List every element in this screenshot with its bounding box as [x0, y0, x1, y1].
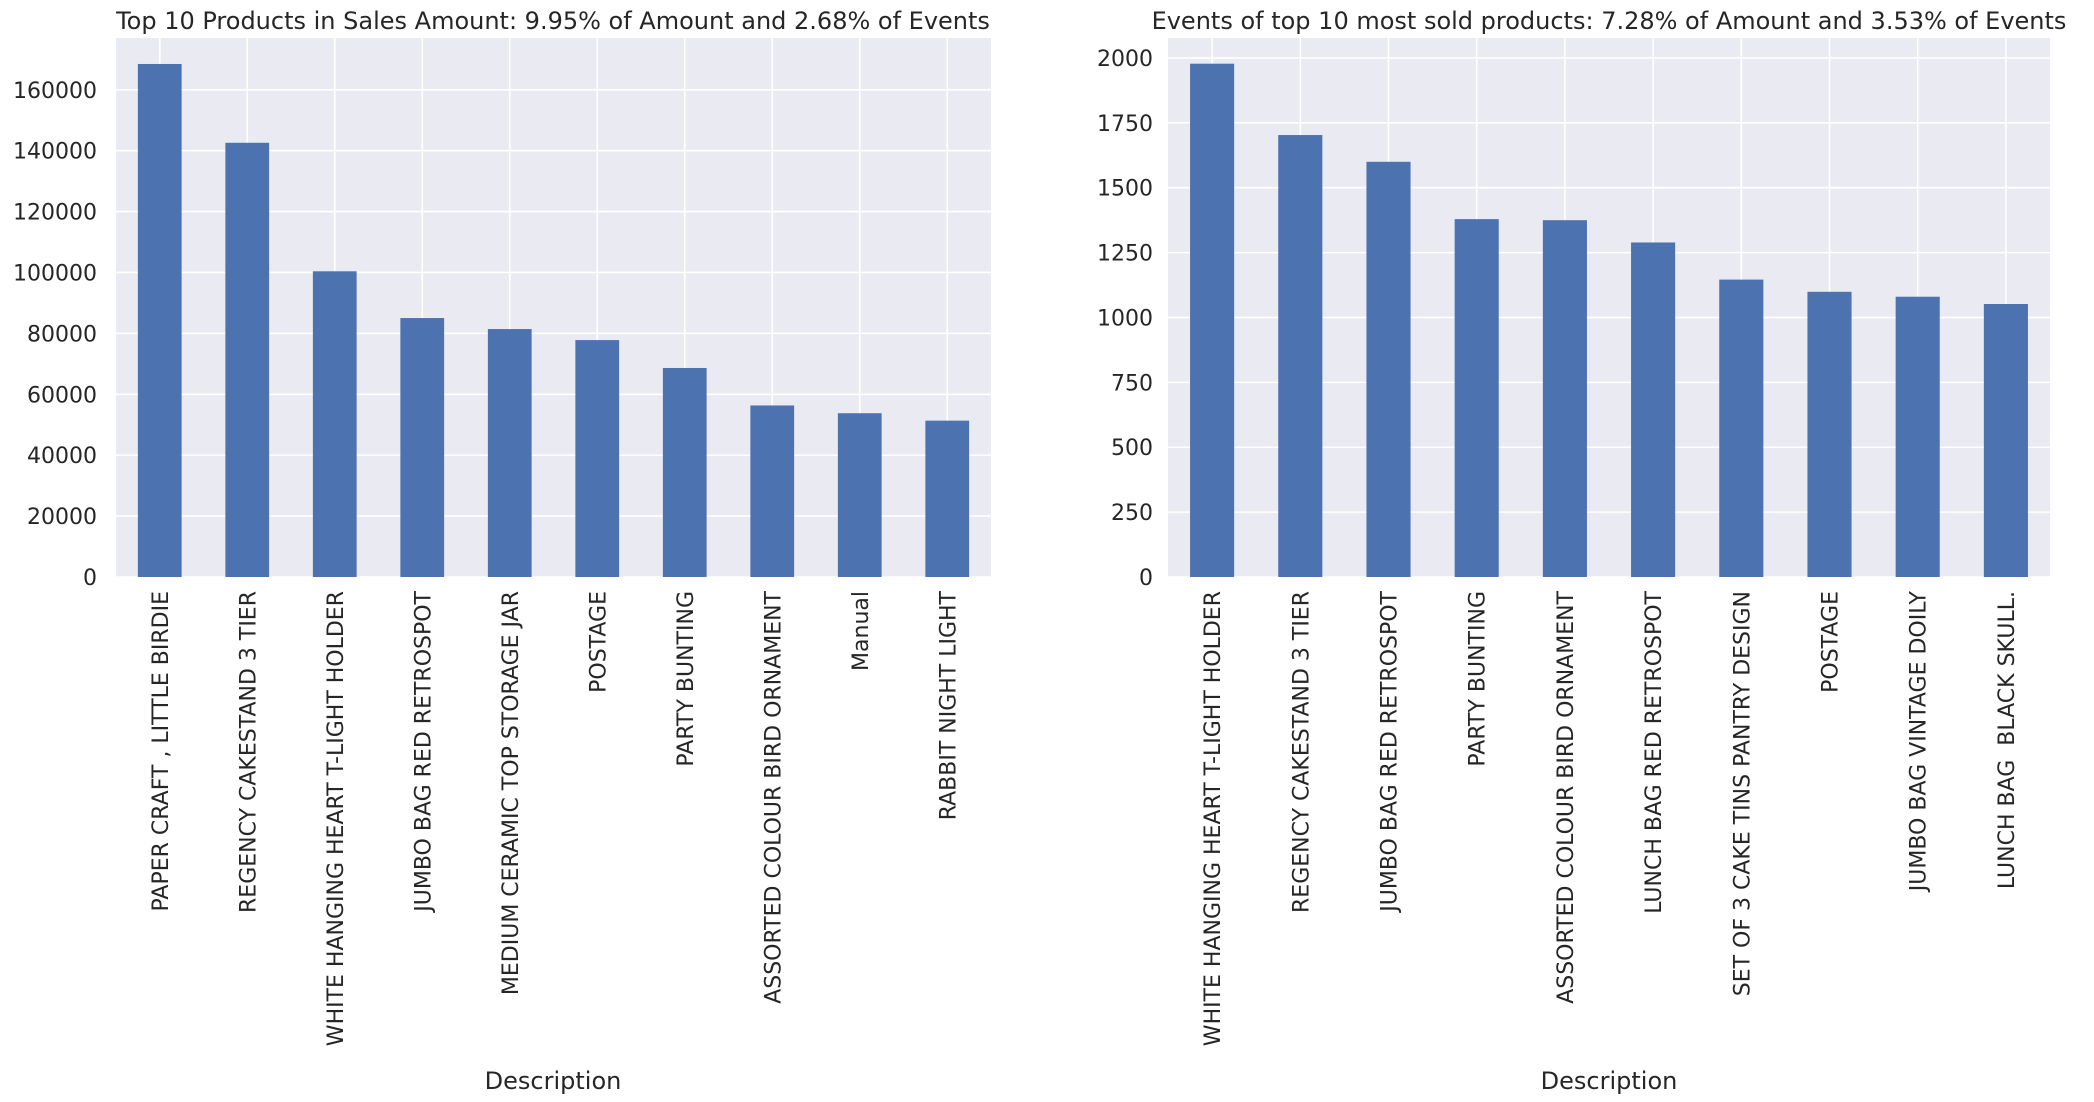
x-axis-label: Description — [485, 1067, 622, 1095]
x-tick-label: JUMBO BAG VINTAGE DOILY — [1907, 590, 1932, 893]
bar — [1631, 242, 1676, 577]
x-tick-label: JUMBO BAG RED RETROSPOT — [411, 590, 436, 913]
bar — [662, 367, 707, 577]
y-tick-label: 1250 — [1097, 242, 1153, 267]
y-tick-label: 0 — [1139, 566, 1153, 591]
x-tick-label: POSTAGE — [586, 591, 611, 693]
x-tick-label: LUNCH BAG BLACK SKULL. — [1995, 591, 2020, 889]
y-tick-label: 250 — [1111, 501, 1153, 526]
bar — [1454, 219, 1499, 578]
bar — [1190, 63, 1235, 577]
chart-title: Events of top 10 most sold products: 7.2… — [1152, 7, 2067, 35]
left-chart-sales-amount: 0 20000 40000 60000 80000 100000 120000 140000 1… — [13, 7, 991, 1095]
bar — [1542, 220, 1587, 578]
x-tick-label: WHITE HANGING HEART T-LIGHT HOLDER — [1201, 591, 1226, 1046]
bar — [312, 271, 357, 577]
y-tick-label: 1500 — [1097, 177, 1153, 202]
x-tick-label: PARTY BUNTING — [1466, 591, 1491, 767]
bar — [575, 340, 620, 577]
x-tick-label: RABBIT NIGHT LIGHT — [936, 590, 961, 820]
bar — [750, 405, 795, 577]
y-tick-label: 20000 — [27, 505, 97, 530]
x-tick-label: REGENCY CAKESTAND 3 TIER — [236, 591, 261, 913]
y-tick-label: 0 — [83, 566, 97, 591]
x-tick-label: JUMBO BAG RED RETROSPOT — [1378, 590, 1403, 913]
y-tick-label: 100000 — [13, 261, 97, 286]
y-tick-label: 60000 — [27, 383, 97, 408]
right-chart-events-count: 0 250 500 750 1000 1250 1500 1750 2000 WHITE HANG… — [1097, 7, 2066, 1095]
x-tick-label: Manual — [849, 591, 874, 671]
bar — [1366, 161, 1411, 577]
bar — [1807, 291, 1852, 577]
x-tick-label: PAPER CRAFT , LITTLE BIRDIE — [149, 591, 174, 911]
bar — [225, 142, 270, 577]
y-tick-label: 750 — [1111, 371, 1153, 396]
y-tick-label: 40000 — [27, 444, 97, 469]
bar — [837, 413, 882, 577]
y-tick-label: 500 — [1111, 436, 1153, 461]
bar — [1983, 303, 2028, 577]
bar — [1278, 135, 1323, 577]
bar — [137, 63, 182, 578]
y-tick-label: 2000 — [1097, 47, 1153, 72]
x-tick-label: REGENCY CAKESTAND 3 TIER — [1289, 591, 1314, 913]
x-tick-label: MEDIUM CERAMIC TOP STORAGE JAR — [499, 591, 524, 995]
y-tick-label: 160000 — [13, 79, 97, 104]
bar — [400, 318, 445, 577]
bar — [925, 420, 970, 577]
x-tick-label: SET OF 3 CAKE TINS PANTRY DESIGN — [1730, 591, 1755, 996]
y-tick-label: 80000 — [27, 322, 97, 347]
bar — [487, 329, 532, 577]
chart-title: Top 10 Products in Sales Amount: 9.95% o… — [115, 7, 990, 35]
x-tick-label: ASSORTED COLOUR BIRD ORNAMENT — [1554, 590, 1579, 1003]
x-tick-label: LUNCH BAG RED RETROSPOT — [1642, 590, 1667, 913]
x-tick-label: POSTAGE — [1819, 591, 1844, 693]
y-tick-label: 140000 — [13, 140, 97, 165]
x-axis-label: Description — [1541, 1067, 1678, 1095]
x-tick-label: ASSORTED COLOUR BIRD ORNAMENT — [761, 590, 786, 1003]
x-tick-label: PARTY BUNTING — [674, 591, 699, 767]
y-tick-label: 1750 — [1097, 112, 1153, 137]
x-tick-label: WHITE HANGING HEART T-LIGHT HOLDER — [324, 591, 349, 1046]
bar — [1895, 296, 1940, 577]
y-tick-label: 120000 — [13, 201, 97, 226]
bar — [1719, 279, 1764, 577]
y-tick-label: 1000 — [1097, 306, 1153, 331]
